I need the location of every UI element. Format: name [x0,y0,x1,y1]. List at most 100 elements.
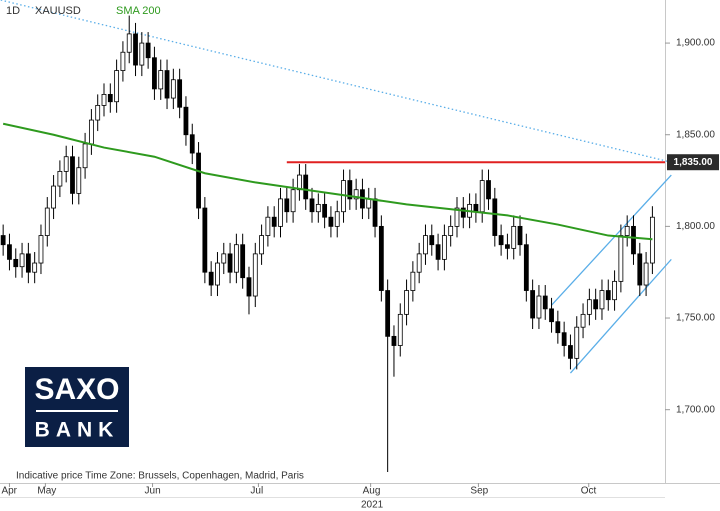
y-tick-label: 1,750.00 [676,313,715,324]
candle-body [51,185,56,209]
trendline [551,174,672,306]
candle-body [158,70,164,90]
candle-body [7,244,12,260]
candle-body [649,216,655,264]
candle-body [303,174,309,200]
candle-body [196,152,201,209]
candle-body [315,203,321,213]
candle-body [536,295,542,319]
candle-body [88,119,94,145]
logo-box [25,367,129,447]
candle-body [574,326,580,359]
candle-body [227,253,233,273]
logo-text: SAXO [34,373,119,406]
candle-body [523,244,529,291]
x-tick-label: Jul [250,486,263,497]
candle-body [637,253,643,286]
candle-body [38,235,44,264]
logo-text: BANK [35,419,120,442]
candle-body [57,170,63,187]
footnote: Indicative price Time Zone: Brussels, Co… [16,471,304,482]
candle-body [561,332,567,346]
logo: SAXO BANK [25,367,129,447]
candle-body [284,198,290,213]
candle-body [82,143,88,169]
candle-body [643,262,649,286]
level-tag [667,154,719,171]
candle-body [416,253,422,273]
candle-body [605,290,611,301]
candle-body [290,189,296,213]
candle-body [586,299,592,315]
candle-body [347,180,353,200]
candle-body [366,198,372,209]
candle-body [448,225,454,236]
candle-body [44,207,50,236]
candle-body [511,225,517,249]
x-tick-label: Jun [145,486,161,497]
candle-body [233,244,239,273]
candle-body [265,216,271,236]
candle-body [624,225,630,236]
x-tick-label: Apr [1,486,17,497]
y-tick-label: 1,800.00 [676,221,715,232]
candle-body [397,313,403,346]
candle-body [410,271,416,291]
candle-body [378,225,384,291]
candle-body [385,290,391,337]
candle-body [120,51,126,71]
candle-body [0,235,6,246]
x-tick-label: Aug [363,486,381,497]
x-tick-label: Oct [581,486,597,497]
candle-body [95,104,101,121]
candle-body [580,313,586,328]
y-tick-label: 1,900.00 [676,38,715,49]
candle-body [372,198,378,227]
candle-body [549,308,554,323]
candle-body [297,174,302,191]
trendline [569,258,672,374]
plot-area [0,0,672,473]
candle-body [183,106,189,136]
candle-body [441,235,447,260]
candle-body [486,180,491,200]
candle-body [454,207,460,227]
candle-body [32,262,38,273]
candle-body [107,94,113,103]
candle-body [612,280,617,301]
candle-body [133,33,138,66]
candle-body [19,253,25,268]
level-label: 1,835.00 [674,157,713,168]
candle-body [101,94,107,106]
candle-body [63,156,69,172]
candle-body [170,79,176,99]
legend-entry: SMA 200 [116,5,161,17]
candle-body [423,235,428,255]
candle-body [70,156,75,194]
x-tick-label: May [37,486,56,497]
candle-body [435,244,441,260]
candle-body [334,211,340,227]
candle-body [479,180,485,213]
candle-body [215,262,220,286]
candle-body [631,225,636,255]
candle-body [252,253,258,297]
candle-body [460,207,466,218]
candle-body [328,216,334,227]
candle-body [208,271,214,286]
candle-body [271,216,277,227]
candle-body [164,70,170,99]
year-label: 2021 [361,500,384,511]
candle-body [322,203,328,218]
candle-body [240,244,246,279]
candle-body [498,235,504,246]
y-tick-label: 1,700.00 [676,404,715,415]
candle-body [221,253,227,264]
candle-body [152,57,157,90]
y-tick-label: 1,850.00 [676,129,715,140]
candle-body [404,290,409,315]
candle-body [114,70,120,103]
candle-body [145,42,151,59]
candle-body [505,244,510,249]
